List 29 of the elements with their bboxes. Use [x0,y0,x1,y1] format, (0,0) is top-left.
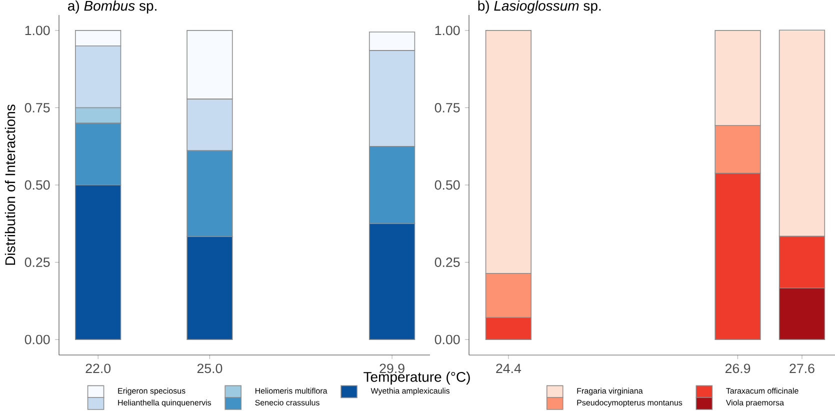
y-tick-label: 0.50 [24,180,50,190]
y-tick-label: 0.25 [434,258,460,267]
y-tick-label: 0.00 [434,334,460,344]
legend-label: Wyethia amplexicaulis [370,388,450,396]
x-tick-label: 25.0 [197,364,222,374]
y-tick-label: 0.00 [24,334,50,344]
legend-label: Fragaria virginiana [577,388,643,396]
legend-label: Taraxacum officinale [726,388,798,394]
x-axis-title: Temperature (°C) [364,372,470,385]
legend-label: Senecio crassulus [255,400,320,406]
x-tick-label: 22.0 [86,364,111,374]
y-tick-label: 1.00 [435,26,460,36]
y-tick-label: 0.75 [434,103,460,112]
legend-label: Heliomeris multiflora [255,388,328,394]
x-tick-label: 26.9 [725,364,750,374]
y-tick-label: 0.75 [24,103,50,112]
legend-label: Viola praemorsa [726,400,784,408]
y-tick-label: 1.00 [25,26,50,36]
legend-label: Helianthella quinquenervis [118,400,212,408]
x-tick-label: 24.4 [496,364,522,374]
chart-title: a) Bombus sp. [68,0,156,14]
x-tick-label: 27.6 [790,364,814,374]
legend-label: Erigeron speciosus [118,388,186,396]
legend-label: Pseudocymopterus montanus [577,400,682,408]
y-tick-label: 0.25 [24,258,50,267]
y-axis-title: Distribution of Interactions [4,104,16,265]
y-tick-label: 0.50 [434,180,460,190]
chart-title: b) Lasioglossum sp. [478,0,601,14]
x-tick-label: 29.9 [380,364,404,374]
